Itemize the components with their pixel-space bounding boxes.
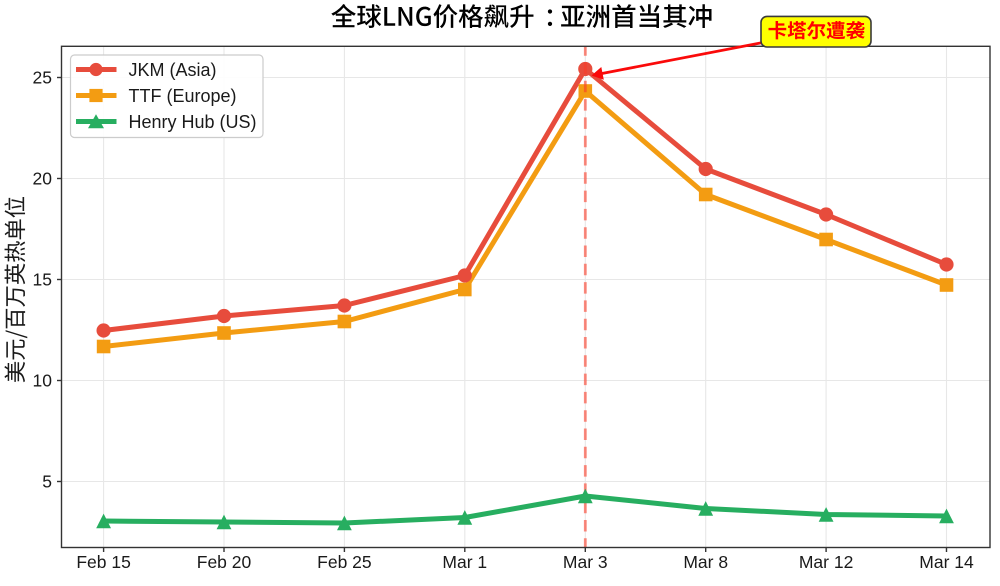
svg-text:Henry Hub (US): Henry Hub (US) [129,112,257,132]
svg-text:Feb 20: Feb 20 [197,552,252,572]
svg-text:Mar 12: Mar 12 [799,552,853,572]
svg-text:Mar 14: Mar 14 [919,552,974,572]
svg-text:15: 15 [33,270,52,290]
svg-text:10: 10 [33,371,53,391]
svg-text:TTF (Europe): TTF (Europe) [129,86,237,106]
svg-text:Feb 15: Feb 15 [76,552,130,572]
svg-text:JKM (Asia): JKM (Asia) [129,60,217,80]
svg-text:Feb 25: Feb 25 [317,552,371,572]
svg-text:20: 20 [33,169,53,189]
svg-text:5: 5 [42,472,52,492]
svg-text:Mar 8: Mar 8 [683,552,728,572]
svg-text:25: 25 [33,68,52,88]
svg-text:Mar 3: Mar 3 [563,552,608,572]
svg-text:Mar 1: Mar 1 [442,552,487,572]
